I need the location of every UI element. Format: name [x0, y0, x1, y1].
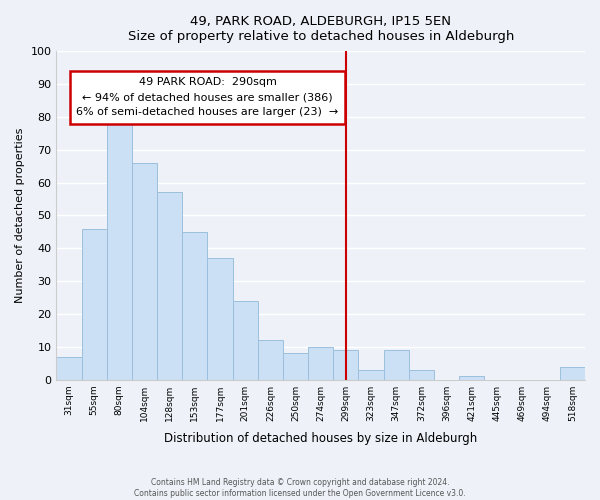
Bar: [82, 228, 107, 380]
Bar: [208, 258, 233, 380]
X-axis label: Distribution of detached houses by size in Aldeburgh: Distribution of detached houses by size …: [164, 432, 478, 445]
Bar: [333, 350, 358, 380]
Bar: [459, 376, 484, 380]
Bar: [258, 340, 283, 380]
Bar: [383, 350, 409, 380]
Y-axis label: Number of detached properties: Number of detached properties: [15, 128, 25, 303]
Bar: [409, 370, 434, 380]
Bar: [182, 232, 208, 380]
Bar: [308, 347, 333, 380]
Bar: [107, 120, 132, 380]
Bar: [560, 366, 585, 380]
Bar: [233, 301, 258, 380]
Bar: [56, 356, 82, 380]
Bar: [358, 370, 383, 380]
Text: 49 PARK ROAD:  290sqm
← 94% of detached houses are smaller (386)
6% of semi-deta: 49 PARK ROAD: 290sqm ← 94% of detached h…: [76, 78, 338, 117]
Bar: [283, 354, 308, 380]
Text: Contains HM Land Registry data © Crown copyright and database right 2024.
Contai: Contains HM Land Registry data © Crown c…: [134, 478, 466, 498]
Bar: [132, 163, 157, 380]
Title: 49, PARK ROAD, ALDEBURGH, IP15 5EN
Size of property relative to detached houses : 49, PARK ROAD, ALDEBURGH, IP15 5EN Size …: [128, 15, 514, 43]
Bar: [157, 192, 182, 380]
